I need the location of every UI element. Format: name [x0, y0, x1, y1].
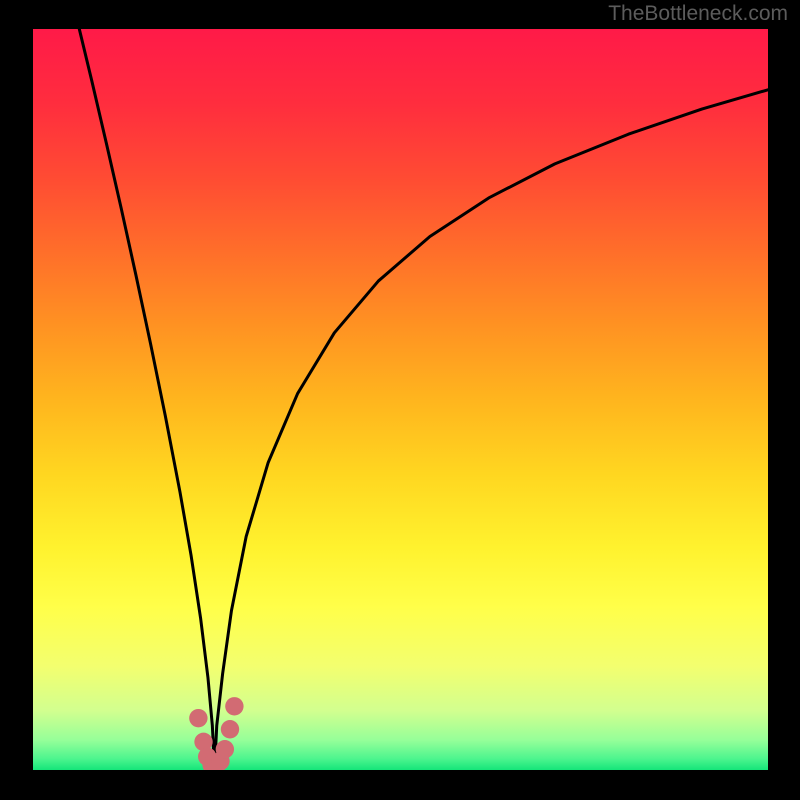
watermark-text: TheBottleneck.com	[608, 2, 788, 26]
bottleneck-curve	[33, 29, 768, 770]
optimal-marker	[225, 697, 243, 715]
chart-frame: TheBottleneck.com	[0, 0, 800, 800]
optimal-marker	[221, 720, 239, 738]
plot-area	[33, 29, 768, 770]
optimal-marker	[216, 740, 234, 758]
optimal-marker	[189, 709, 207, 727]
